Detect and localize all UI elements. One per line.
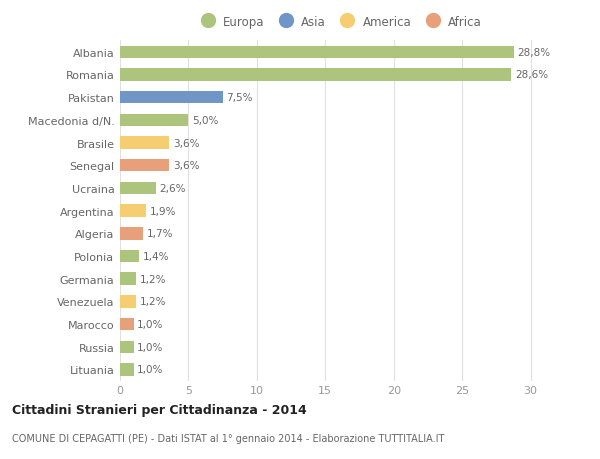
Text: 5,0%: 5,0%: [192, 116, 218, 126]
Bar: [120, 114, 188, 127]
Text: 28,8%: 28,8%: [518, 48, 551, 58]
Bar: [120, 46, 514, 59]
Bar: [120, 182, 155, 195]
Bar: [120, 92, 223, 104]
Bar: [120, 341, 134, 353]
Bar: [120, 273, 136, 285]
Text: 1,0%: 1,0%: [137, 364, 163, 375]
Bar: [120, 160, 169, 172]
Text: 1,2%: 1,2%: [140, 274, 166, 284]
Bar: [120, 318, 134, 330]
Bar: [120, 205, 146, 218]
Text: 1,4%: 1,4%: [143, 252, 169, 262]
Text: 1,9%: 1,9%: [149, 206, 176, 216]
Bar: [120, 137, 169, 150]
Bar: [120, 364, 134, 376]
Text: 1,0%: 1,0%: [137, 319, 163, 330]
Legend: Europa, Asia, America, Africa: Europa, Asia, America, Africa: [194, 13, 484, 31]
Text: 28,6%: 28,6%: [515, 70, 548, 80]
Text: Cittadini Stranieri per Cittadinanza - 2014: Cittadini Stranieri per Cittadinanza - 2…: [12, 403, 307, 416]
Text: 2,6%: 2,6%: [159, 184, 185, 194]
Text: COMUNE DI CEPAGATTI (PE) - Dati ISTAT al 1° gennaio 2014 - Elaborazione TUTTITAL: COMUNE DI CEPAGATTI (PE) - Dati ISTAT al…: [12, 433, 445, 442]
Text: 1,7%: 1,7%: [146, 229, 173, 239]
Text: 7,5%: 7,5%: [226, 93, 253, 103]
Bar: [120, 69, 511, 82]
Bar: [120, 250, 139, 263]
Text: 1,0%: 1,0%: [137, 342, 163, 352]
Bar: [120, 296, 136, 308]
Text: 3,6%: 3,6%: [173, 138, 199, 148]
Text: 3,6%: 3,6%: [173, 161, 199, 171]
Text: 1,2%: 1,2%: [140, 297, 166, 307]
Bar: [120, 228, 143, 240]
